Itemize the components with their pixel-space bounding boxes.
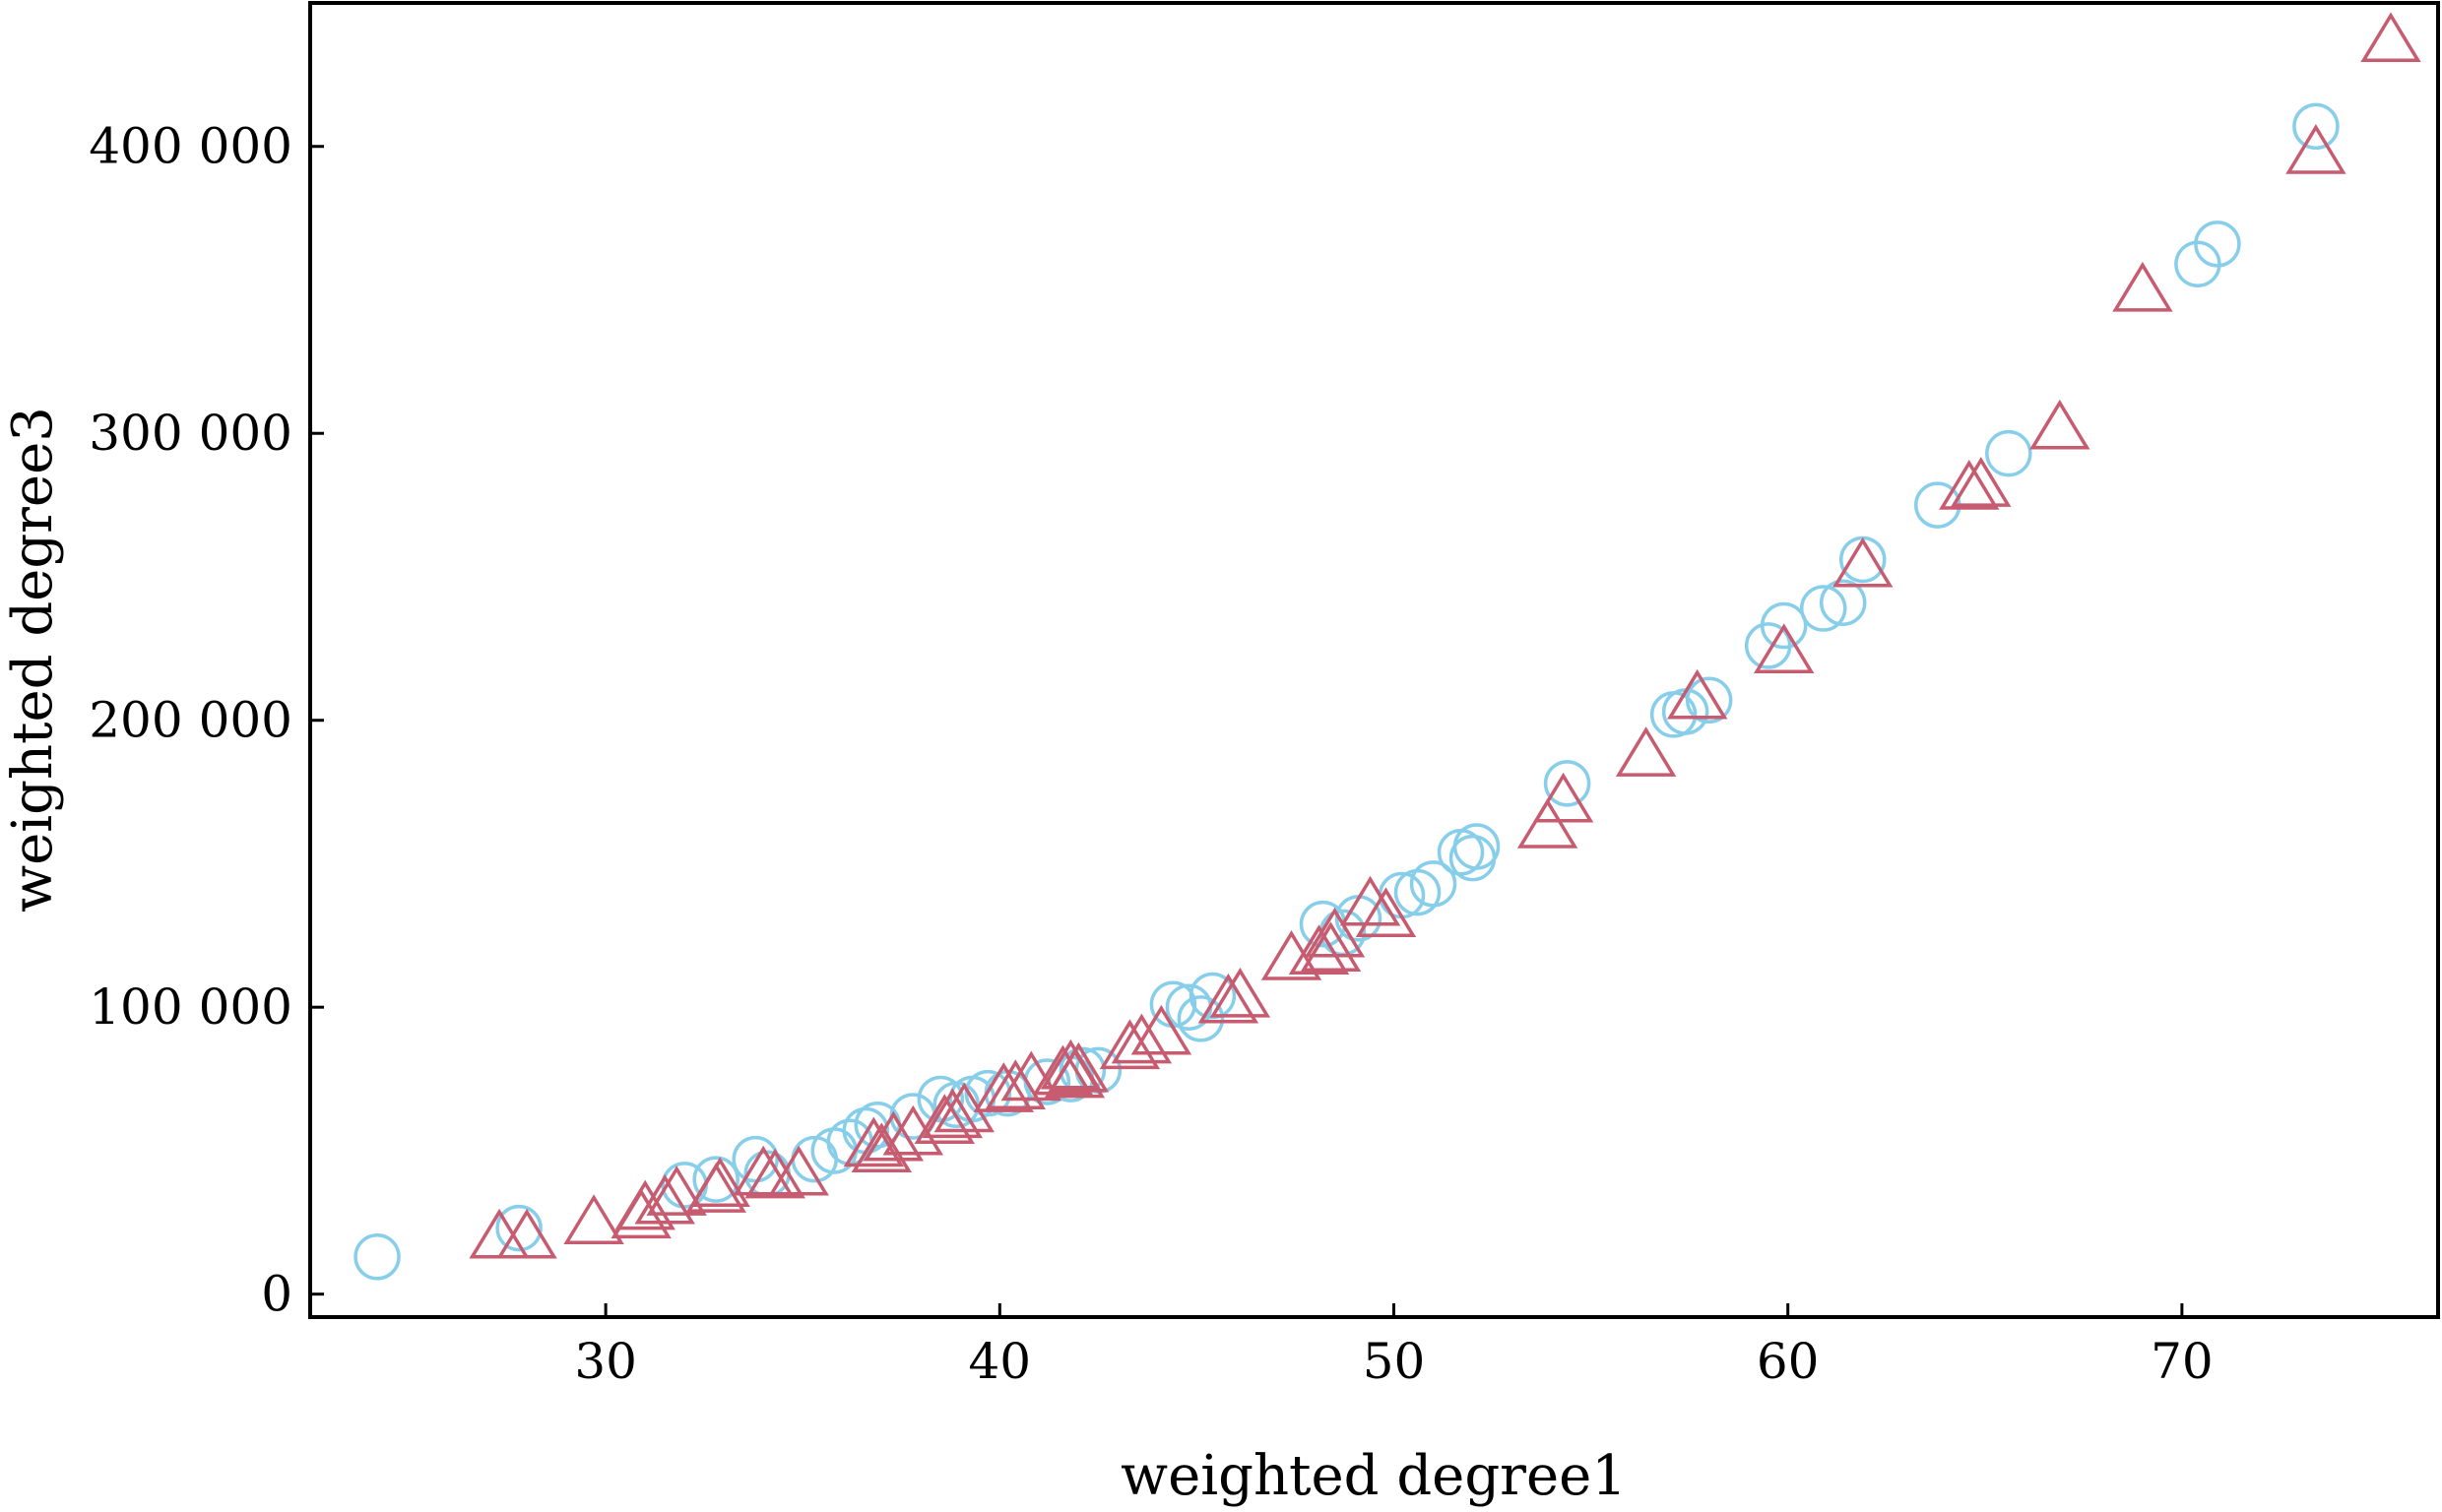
data-point-triangle [1939, 460, 2000, 510]
data-point-triangle [1099, 1019, 1161, 1070]
data-point-triangle [922, 1088, 984, 1139]
series-triangle [469, 12, 2421, 1259]
y-tick-label: 300 000 [89, 405, 292, 462]
data-point-triangle [843, 1116, 905, 1167]
data-point-triangle [973, 1062, 1035, 1112]
data-point-triangle [646, 1166, 707, 1216]
data-point-triangle [1197, 973, 1259, 1024]
data-point-circle [1177, 995, 1225, 1042]
data-point-triangle [863, 1110, 925, 1162]
data-point-triangle [1532, 772, 1594, 823]
y-tick-label: 100 000 [89, 978, 292, 1036]
data-point-triangle [744, 1148, 805, 1199]
data-point-triangle [1951, 457, 2012, 507]
data-point-triangle [1111, 1013, 1173, 1064]
y-tick-label: 0 [261, 1266, 292, 1323]
data-point-triangle [1304, 907, 1366, 958]
data-point-triangle [985, 1059, 1047, 1109]
x-tick-label: 50 [1363, 1333, 1426, 1390]
data-point-triangle [1615, 726, 1677, 777]
data-point-circle [353, 1233, 401, 1281]
data-point-triangle [1130, 1004, 1192, 1055]
data-point-triangle [2029, 399, 2090, 450]
plot-marks [353, 12, 2421, 1281]
data-point-circle [1819, 579, 1867, 626]
data-point-triangle [634, 1173, 695, 1225]
data-point-circle [1799, 585, 1847, 632]
data-point-triangle [1048, 1041, 1110, 1093]
data-point-triangle [563, 1194, 624, 1244]
data-point-circle [1409, 860, 1457, 908]
x-axis-title: weighted degree1 [1121, 1444, 1627, 1508]
data-point-triangle [768, 1145, 829, 1196]
x-axis-ticks: 30 40 50 60 70 [574, 1303, 2214, 1390]
x-tick-label: 30 [574, 1333, 637, 1390]
data-point-triangle [1516, 798, 1578, 849]
data-point-triangle [1300, 921, 1362, 973]
x-tick-label: 40 [969, 1333, 1032, 1390]
data-point-triangle [614, 1179, 675, 1230]
data-point-triangle [1288, 924, 1350, 975]
data-point-triangle [2112, 261, 2173, 312]
y-axis-title: weighted degree3 [1, 407, 65, 913]
data-point-circle [964, 1069, 1012, 1117]
data-point-circle [1543, 760, 1591, 807]
plot-frame [308, 1, 2440, 1319]
data-point-circle [495, 1204, 543, 1252]
data-point-triangle [2360, 12, 2421, 63]
data-point-triangle [1355, 887, 1417, 938]
data-point-triangle [851, 1122, 913, 1173]
data-point-triangle [689, 1157, 750, 1208]
data-point-triangle [1209, 967, 1271, 1018]
data-point-triangle [1339, 875, 1401, 926]
data-point-triangle [1032, 1044, 1094, 1096]
data-point-circle [692, 1156, 739, 1203]
data-point-triangle [496, 1208, 557, 1259]
data-point-circle [1985, 429, 2032, 477]
data-point-triangle [1753, 623, 1815, 673]
data-point-circle [1685, 676, 1733, 724]
y-tick-label: 200 000 [89, 692, 292, 749]
y-axis-ticks: 0 100 000 200 000 300 000 400 000 [89, 118, 324, 1323]
data-point-circle [2194, 220, 2241, 268]
data-point-circle [1452, 823, 1501, 870]
data-point-circle [1760, 601, 1808, 650]
data-point-circle [1838, 536, 1887, 584]
series-circle [353, 102, 2340, 1281]
data-point-triangle [1260, 930, 1322, 980]
y-tick-label: 400 000 [89, 118, 292, 175]
data-point-triangle [2285, 124, 2346, 174]
data-point-triangle [1832, 536, 1894, 588]
x-tick-label: 70 [2151, 1333, 2214, 1390]
data-point-triangle [1666, 668, 1728, 720]
x-tick-label: 60 [1757, 1333, 1820, 1390]
data-point-triangle [914, 1094, 976, 1144]
data-point-circle [2292, 102, 2340, 151]
data-point-triangle [733, 1145, 794, 1196]
